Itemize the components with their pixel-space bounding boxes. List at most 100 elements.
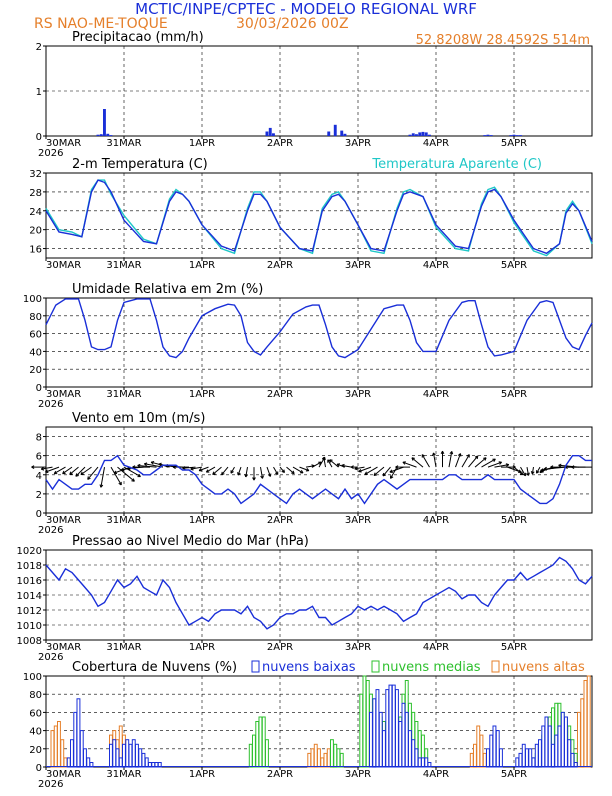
header-run: 30/03/2026 00Z bbox=[236, 16, 349, 32]
xtick-label: 4APR bbox=[423, 389, 449, 400]
precip-bar bbox=[509, 135, 512, 136]
wind-arrow-head bbox=[355, 469, 358, 470]
ytick-label: 8 bbox=[36, 433, 42, 444]
wind-arrow bbox=[111, 467, 121, 485]
nuvens-altas-bar bbox=[58, 722, 61, 768]
nuvens-baixas-bar bbox=[487, 749, 490, 767]
nuvens-baixas-bar bbox=[145, 758, 148, 767]
nuvens-baixas-bar bbox=[571, 753, 574, 767]
nuvens-baixas-bar bbox=[142, 753, 145, 767]
xtick-label: 31MAR bbox=[106, 515, 141, 526]
nuvens-baixas-bar bbox=[399, 722, 402, 768]
nuvens-baixas-bar bbox=[77, 699, 80, 767]
wind-arrow-head bbox=[284, 470, 285, 473]
nuvens-baixas-bar bbox=[418, 758, 421, 767]
wind-arrow-head bbox=[312, 465, 315, 466]
wind-arrow-head bbox=[529, 473, 530, 476]
precip-bar bbox=[272, 133, 275, 136]
precip-bar bbox=[418, 132, 421, 136]
xtick-label: 5APR bbox=[501, 769, 527, 780]
panel-frame bbox=[46, 298, 592, 387]
nuvens-baixas-bar bbox=[129, 744, 132, 767]
precip-bar bbox=[106, 134, 109, 136]
legend-nuvens-medias: nuvens medias bbox=[382, 660, 481, 675]
nuvens-baixas-bar bbox=[422, 758, 425, 767]
nuvens-altas-bar bbox=[581, 699, 584, 767]
nuvens-baixas-bar bbox=[132, 740, 135, 767]
precip-bar bbox=[327, 132, 330, 137]
xtick-label: 4APR bbox=[423, 642, 449, 653]
xtick-label: 30MAR bbox=[46, 260, 81, 271]
wind-arrow bbox=[422, 455, 429, 468]
wind-arrow-head bbox=[213, 474, 216, 475]
ytick-label: 2 bbox=[36, 42, 42, 53]
nuvens-baixas-bar bbox=[139, 749, 142, 767]
wind-arrow-head bbox=[263, 476, 264, 479]
nuvens-baixas-bar bbox=[402, 703, 405, 767]
xtick-label: 4APR bbox=[423, 138, 449, 149]
nuvens-altas-bar bbox=[477, 726, 480, 767]
xtick-label: 3APR bbox=[345, 138, 371, 149]
precip-bar bbox=[100, 134, 103, 136]
panel-title: Vento em 10m (m/s) bbox=[72, 411, 205, 426]
precip-bar bbox=[483, 135, 486, 136]
nuvens-baixas-bar bbox=[71, 740, 74, 767]
nuvens-baixas-bar bbox=[545, 717, 548, 767]
nuvens-altas-bar bbox=[321, 758, 324, 767]
year-label: 2026 bbox=[38, 652, 63, 663]
nuvens-baixas-bar bbox=[496, 731, 499, 767]
nuvens-baixas-bar bbox=[542, 726, 545, 767]
nuvens-altas-bar bbox=[587, 676, 590, 767]
precip-bar bbox=[344, 134, 347, 136]
nuvens-baixas-bar bbox=[80, 731, 83, 767]
legend-nuvens-altas: nuvens altas bbox=[502, 660, 585, 675]
nuvens-baixas-bar bbox=[552, 744, 555, 767]
precip-bar bbox=[487, 135, 490, 136]
nuvens-altas-bar bbox=[480, 735, 483, 767]
ytick-label: 20 bbox=[29, 365, 42, 376]
wind-arrow bbox=[287, 467, 295, 474]
wind-arrow-head bbox=[114, 473, 117, 474]
precip-bar bbox=[425, 132, 428, 136]
ytick-label: 20 bbox=[29, 745, 42, 756]
panel-title: Umidade Relativa em 2m (%) bbox=[72, 282, 263, 297]
nuvens-medias-bar bbox=[363, 676, 366, 767]
precip-bar bbox=[513, 135, 516, 136]
ytick-label: 0 bbox=[36, 383, 42, 394]
wind-arrow-head bbox=[270, 474, 271, 477]
nuvens-altas-bar bbox=[584, 681, 587, 768]
legend-nuvens-medias-swatch bbox=[372, 661, 379, 672]
precip-bar bbox=[340, 131, 343, 136]
nuvens-altas-bar bbox=[324, 753, 327, 767]
nuvens-baixas-bar bbox=[526, 749, 529, 767]
precip-bar bbox=[519, 135, 522, 136]
nuvens-baixas-bar bbox=[389, 685, 392, 767]
nuvens-medias-bar bbox=[256, 722, 259, 768]
xtick-label: 2APR bbox=[267, 769, 293, 780]
xtick-label: 1APR bbox=[189, 389, 215, 400]
precip-bar bbox=[415, 134, 418, 136]
ytick-label: 60 bbox=[29, 330, 42, 341]
ytick-label: 1018 bbox=[17, 561, 42, 572]
nuvens-baixas-bar bbox=[539, 740, 542, 767]
nuvens-baixas-bar bbox=[87, 758, 90, 767]
nuvens-baixas-bar bbox=[383, 731, 386, 767]
nuvens-medias-bar bbox=[360, 694, 363, 767]
xtick-label: 2APR bbox=[267, 389, 293, 400]
nuvens-medias-bar bbox=[337, 749, 340, 767]
wind-arrow bbox=[403, 462, 417, 467]
precip-bar bbox=[110, 135, 113, 136]
xtick-label: 4APR bbox=[423, 515, 449, 526]
xtick-label: 31MAR bbox=[106, 769, 141, 780]
nuvens-baixas-bar bbox=[74, 712, 77, 767]
nuvens-baixas-bar bbox=[110, 744, 113, 767]
nuvens-altas-bar bbox=[470, 753, 473, 767]
nuvens-baixas-bar bbox=[519, 753, 522, 767]
ytick-label: 1020 bbox=[17, 546, 42, 557]
nuvens-baixas-bar bbox=[136, 744, 139, 767]
nuvens-baixas-bar bbox=[386, 690, 389, 767]
xtick-label: 4APR bbox=[423, 260, 449, 271]
xtick-label: 5APR bbox=[501, 389, 527, 400]
nuvens-baixas-bar bbox=[522, 744, 525, 767]
